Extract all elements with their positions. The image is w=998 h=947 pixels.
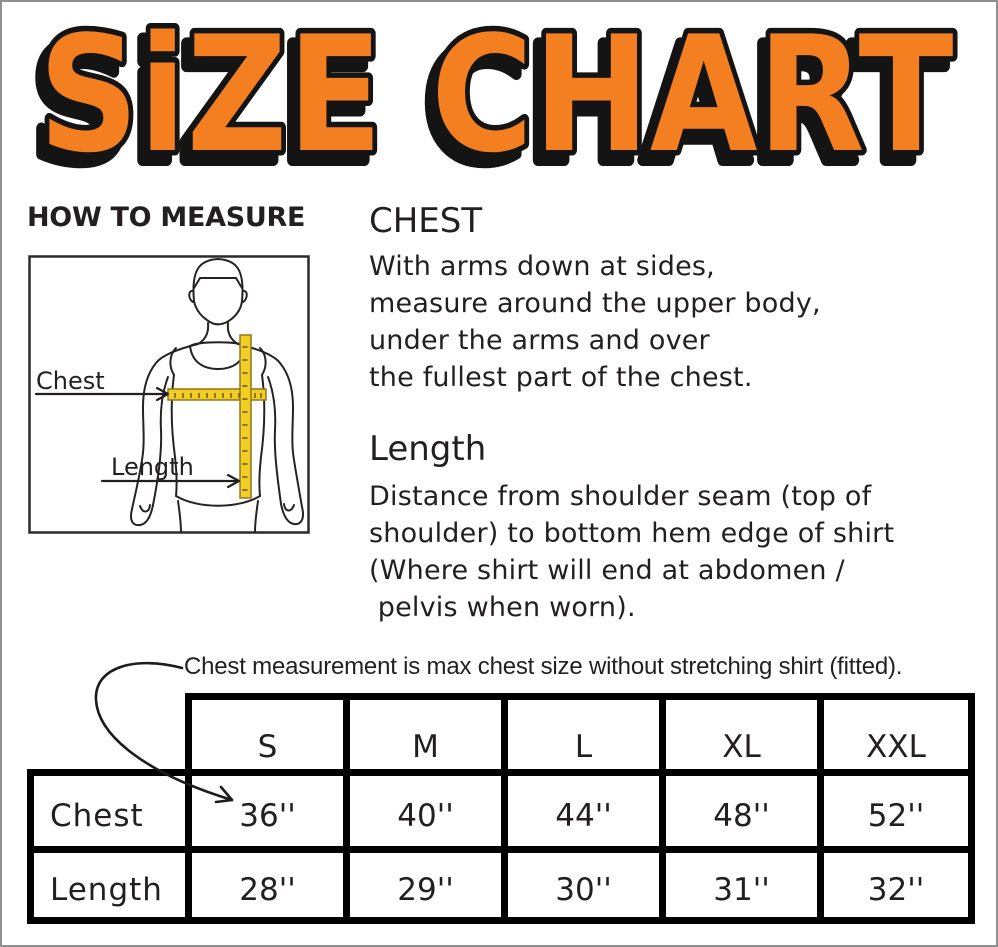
- fit-note: Chest measurement is max chest size with…: [184, 653, 903, 680]
- size-table: S M L XL XXL Chest 36'' 40'' 44'' 48'' 5…: [27, 693, 975, 924]
- length-section-heading: Length: [369, 429, 487, 469]
- length-tape: [239, 334, 252, 499]
- table-cell: 29'': [343, 846, 501, 924]
- text-line: measure around the upper body,: [369, 288, 821, 319]
- page-title: SiZE CHART: [39, 14, 954, 172]
- length-tape-ticks: [242, 346, 248, 491]
- length-arrow: [100, 473, 241, 489]
- diagram-chest-label: Chest: [36, 367, 105, 395]
- size-column-header: XL: [659, 693, 817, 769]
- table-cell: 28'': [185, 846, 343, 924]
- size-column-header: L: [501, 693, 659, 769]
- table-cell: 31'': [659, 846, 817, 924]
- table-cell: 30'': [501, 846, 659, 924]
- table-cell: 52'': [817, 769, 975, 846]
- how-to-measure-heading: HOW TO MEASURE: [27, 202, 306, 233]
- shirt-hem: [175, 495, 261, 507]
- row-label-length: Length: [27, 846, 185, 924]
- table-cell: 40'': [343, 769, 501, 846]
- size-column-header: M: [343, 693, 501, 769]
- note-arrow: [94, 661, 234, 804]
- size-column-header: S: [185, 693, 343, 769]
- chest-section-heading: CHEST: [369, 201, 483, 241]
- chest-arrow: [34, 386, 170, 402]
- table-cell: 32'': [817, 846, 975, 924]
- text-line: Distance from shoulder seam (top of: [369, 481, 872, 512]
- table-cell: 48'': [659, 769, 817, 846]
- measuring-tapes: [167, 334, 267, 507]
- length-section-text: Distance from shoulder seam (top of shou…: [369, 478, 894, 626]
- text-line: the fullest part of the chest.: [369, 362, 753, 393]
- chest-section-text: With arms down at sides, measure around …: [369, 248, 821, 396]
- diagram-length-label: Length: [111, 453, 194, 481]
- text-line: (Where shirt will end at abdomen /: [369, 555, 845, 586]
- row-label-chest: Chest: [27, 769, 185, 846]
- size-column-header: XXL: [817, 693, 975, 769]
- table-cell: 44'': [501, 769, 659, 846]
- measurement-diagram: Chest Length: [28, 255, 310, 534]
- text-line: With arms down at sides,: [369, 251, 715, 282]
- text-line: shoulder) to bottom hem edge of shirt: [369, 518, 895, 549]
- title-banner: SiZE CHART SiZE CHART: [26, 14, 959, 172]
- title-shadow-text: SiZE CHART: [31, 14, 946, 172]
- table-cell: 36'': [185, 769, 343, 846]
- text-line: pelvis when worn).: [369, 592, 636, 623]
- text-line: under the arms and over: [369, 325, 710, 356]
